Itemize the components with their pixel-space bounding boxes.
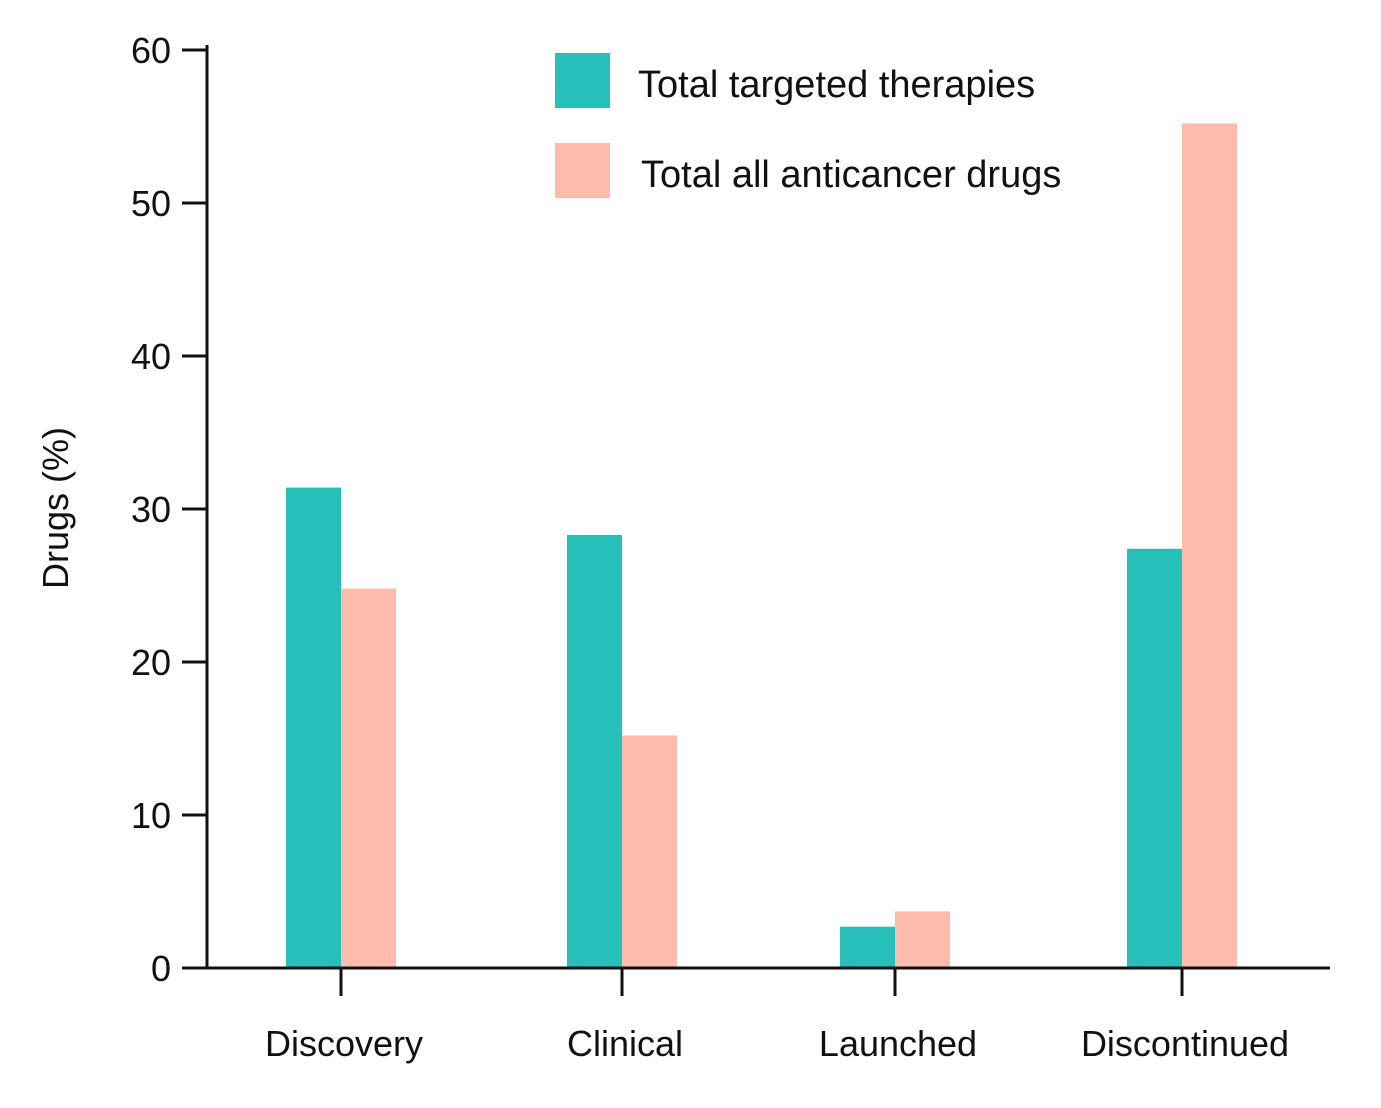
bar-launched-series-2 bbox=[895, 911, 950, 968]
y-tick-label: 60 bbox=[131, 30, 171, 71]
bars-layer bbox=[286, 123, 1237, 968]
bar-discontinued-series-1 bbox=[1127, 548, 1182, 968]
x-tick-label-discontinued: Discontinued bbox=[1081, 1023, 1289, 1064]
legend-label-2: Total all anticancer drugs bbox=[641, 154, 1061, 196]
y-tick-label: 40 bbox=[131, 336, 171, 377]
x-tick-label-clinical: Clinical bbox=[567, 1023, 683, 1064]
y-tick-label: 0 bbox=[151, 948, 171, 989]
y-axis-label: Drugs (%) bbox=[35, 427, 76, 589]
x-tick-label-launched: Launched bbox=[819, 1023, 977, 1064]
bar-discovery-series-2 bbox=[341, 588, 396, 968]
bar-discovery-series-1 bbox=[286, 487, 341, 968]
bar-discontinued-series-2 bbox=[1182, 123, 1237, 968]
y-tick-label: 30 bbox=[131, 489, 171, 530]
y-tick-label: 20 bbox=[131, 642, 171, 683]
y-tick-label: 50 bbox=[131, 183, 171, 224]
x-tick-label-discovery: Discovery bbox=[265, 1023, 423, 1064]
legend-label-1: Total targeted therapies bbox=[638, 64, 1035, 106]
legend-swatch-2 bbox=[555, 143, 610, 198]
legend: Total targeted therapies Total all antica… bbox=[555, 53, 1061, 198]
bar-launched-series-1 bbox=[840, 926, 895, 968]
legend-swatch-1 bbox=[555, 53, 610, 108]
y-tick-label: 10 bbox=[131, 795, 171, 836]
x-ticks: Discovery Clinical Launched Discontinued bbox=[265, 968, 1289, 1064]
bar-clinical-series-1 bbox=[567, 535, 622, 968]
bar-clinical-series-2 bbox=[622, 735, 677, 968]
y-ticks: 0 10 20 30 40 50 60 bbox=[131, 30, 207, 989]
